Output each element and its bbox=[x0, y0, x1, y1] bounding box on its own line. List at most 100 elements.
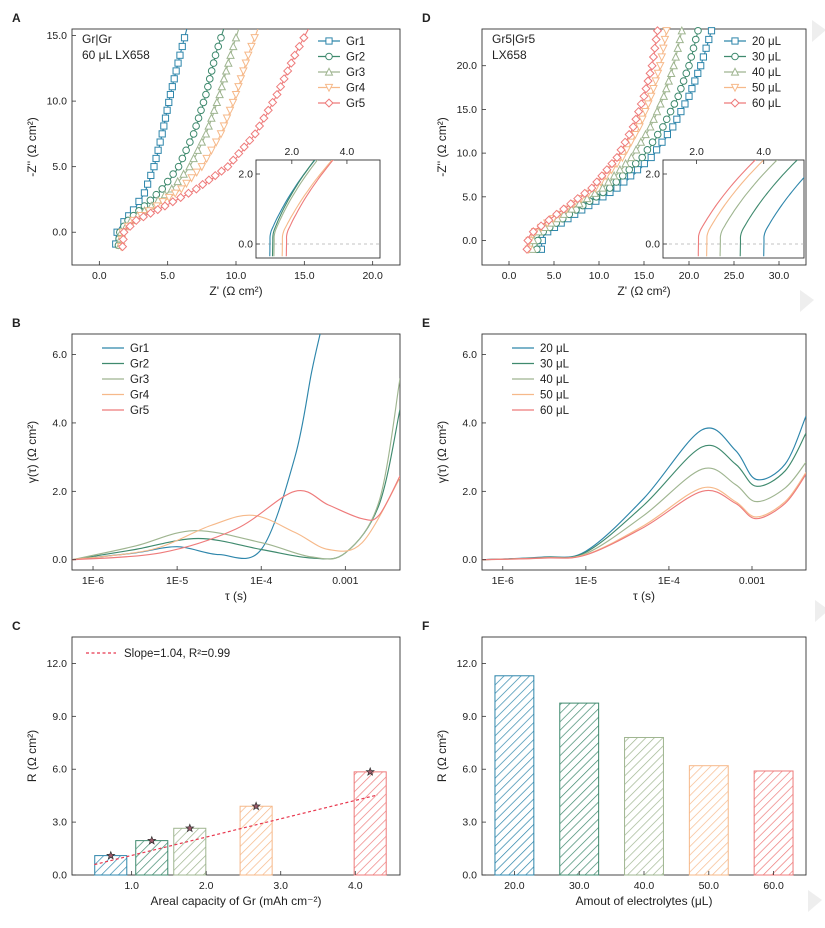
data-point bbox=[245, 135, 255, 146]
data-point bbox=[659, 91, 669, 100]
y-tick-label: 12.0 bbox=[457, 658, 478, 670]
data-point bbox=[536, 221, 546, 231]
data-point bbox=[170, 189, 180, 199]
y-tick-label: 4.0 bbox=[462, 417, 477, 429]
data-point bbox=[631, 145, 641, 154]
y-tick-label: 3.0 bbox=[52, 817, 67, 829]
data-point bbox=[201, 129, 211, 138]
plot-frame bbox=[71, 333, 401, 571]
legend-label: 40 μL bbox=[540, 374, 570, 386]
legend-marker bbox=[325, 37, 333, 45]
data-point bbox=[679, 77, 688, 85]
data-point bbox=[675, 34, 685, 44]
data-point-star bbox=[185, 823, 195, 833]
bar bbox=[239, 805, 273, 876]
data-point bbox=[567, 204, 576, 213]
data-point bbox=[207, 146, 216, 156]
data-point bbox=[170, 75, 178, 83]
data-point bbox=[207, 113, 216, 122]
data-point bbox=[290, 50, 300, 60]
data-point bbox=[662, 115, 671, 124]
data-point bbox=[666, 68, 676, 77]
x-tick-label: 50.0 bbox=[699, 880, 720, 892]
x-tick-label: 2.0 bbox=[199, 880, 214, 892]
data-point bbox=[636, 137, 646, 146]
series-line bbox=[482, 473, 806, 561]
data-point bbox=[158, 130, 166, 138]
data-point bbox=[231, 32, 241, 42]
data-point bbox=[160, 201, 170, 211]
legend-label: 50 μL bbox=[540, 390, 570, 402]
data-point bbox=[118, 234, 128, 245]
data-point bbox=[180, 34, 189, 42]
legend-label: 30 μL bbox=[540, 359, 570, 371]
x-tick-label: 40.0 bbox=[634, 880, 655, 892]
data-point bbox=[228, 41, 238, 51]
data-point bbox=[204, 175, 214, 185]
x-tick-label: 15.0 bbox=[294, 270, 315, 282]
data-point bbox=[145, 208, 156, 218]
data-point bbox=[223, 162, 233, 172]
x-tick-label: 20.0 bbox=[679, 270, 700, 282]
x-tick-label: 30.0 bbox=[769, 270, 790, 282]
inset-x-tick-label: 2.0 bbox=[285, 146, 300, 158]
data-point bbox=[156, 138, 164, 146]
data-point bbox=[609, 171, 619, 180]
panel-label: B bbox=[12, 316, 21, 330]
y-tick-label: 15.0 bbox=[47, 30, 68, 42]
data-point bbox=[649, 85, 658, 94]
x-tick-label: 30.0 bbox=[569, 880, 590, 892]
data-point bbox=[199, 98, 208, 107]
x-tick-label: 0.0 bbox=[92, 270, 107, 282]
x-tick-label: 1E-6 bbox=[492, 575, 514, 587]
data-point bbox=[592, 177, 602, 187]
series-line bbox=[482, 472, 806, 561]
bar bbox=[494, 675, 535, 876]
y-tick-label: 2.0 bbox=[462, 486, 477, 498]
data-point bbox=[239, 142, 249, 152]
inset-series-line bbox=[273, 160, 319, 257]
legend-label: 60 μL bbox=[540, 405, 570, 417]
inset-series-line bbox=[763, 176, 804, 257]
data-point bbox=[523, 235, 533, 246]
data-point bbox=[234, 148, 244, 159]
data-point bbox=[630, 130, 640, 140]
data-point bbox=[658, 138, 666, 146]
panel-label: F bbox=[422, 619, 429, 633]
legend-label: Gr5 bbox=[346, 98, 365, 110]
data-point bbox=[197, 137, 207, 146]
data-point bbox=[231, 90, 241, 100]
bar bbox=[559, 702, 600, 876]
x-tick-label: 1E-5 bbox=[575, 575, 597, 587]
data-point-star bbox=[147, 835, 157, 845]
x-tick-label: 0.0 bbox=[502, 270, 517, 282]
data-point bbox=[147, 171, 155, 180]
data-point bbox=[612, 152, 622, 163]
y-axis-label: R (Ω cm²) bbox=[25, 730, 39, 782]
x-axis-label: Amout of electrolytes (μL) bbox=[576, 894, 713, 908]
x-tick-label: 3.0 bbox=[273, 880, 288, 892]
y-tick-label: 9.0 bbox=[52, 711, 67, 723]
data-point bbox=[662, 27, 671, 36]
data-point bbox=[176, 51, 184, 59]
data-point bbox=[653, 130, 662, 139]
data-point bbox=[194, 114, 203, 122]
data-point bbox=[657, 53, 667, 62]
y-tick-label: 15.0 bbox=[457, 104, 478, 116]
data-point bbox=[221, 66, 231, 75]
data-point bbox=[185, 161, 194, 171]
x-axis-label: τ (s) bbox=[633, 589, 655, 603]
y-tick-label: 5.0 bbox=[462, 191, 477, 203]
data-point bbox=[660, 35, 670, 45]
data-point bbox=[177, 185, 186, 194]
annotation-text: 60 μL LX658 bbox=[82, 48, 150, 62]
data-point bbox=[651, 77, 661, 86]
data-point bbox=[174, 162, 183, 171]
data-point bbox=[241, 59, 251, 68]
data-point bbox=[618, 172, 627, 180]
inset-y-tick-label: 0.0 bbox=[238, 239, 253, 251]
data-point bbox=[275, 82, 286, 92]
data-point bbox=[687, 53, 696, 61]
data-point bbox=[641, 108, 650, 117]
